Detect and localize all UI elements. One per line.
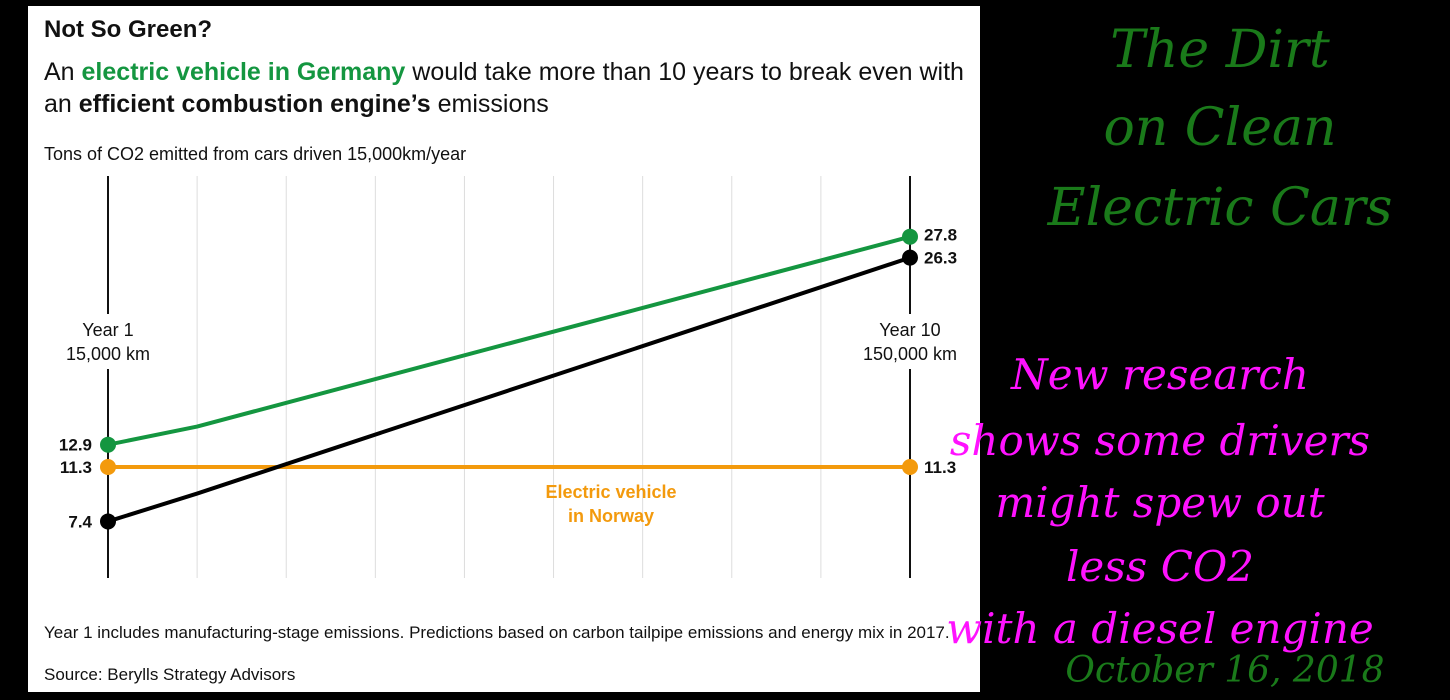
subhead-line-3: might spew out bbox=[995, 478, 1325, 527]
data-labels: 12.9 27.8 7.4 26.3 11.3 11.3 Electric vehicle i… bbox=[59, 226, 957, 532]
series-lines bbox=[100, 228, 918, 530]
label-start-ev_germany: 12.9 bbox=[59, 436, 92, 455]
point-end-ev_norway bbox=[902, 459, 918, 476]
date-line: October 16, 2018 bbox=[1065, 650, 1385, 691]
label-start-combustion: 7.4 bbox=[68, 512, 92, 531]
source-note: Source: Berylls Strategy Advisors bbox=[44, 665, 296, 684]
axis-label-start-line-1: Year 1 bbox=[82, 320, 133, 340]
headline-line-1: The Dirt bbox=[1110, 20, 1330, 80]
chart-panel: Not So Green? An electric vehicle in Ger… bbox=[28, 6, 980, 692]
axis-label-end-line-2: 150,000 km bbox=[863, 344, 957, 364]
subhead-line-4: less CO2 bbox=[1065, 542, 1255, 591]
subtitle-text-2: would take more than 10 years to break e… bbox=[44, 58, 964, 118]
axis-label-end-line-1: Year 10 bbox=[879, 320, 940, 340]
label-end-combustion: 26.3 bbox=[924, 249, 957, 268]
footnote: Year 1 includes manufacturing-stage emis… bbox=[44, 623, 950, 642]
headline-line-3: Electric Cars bbox=[1047, 178, 1393, 238]
series-name-norway-line-2: in Norway bbox=[568, 506, 654, 526]
subhead-line-1: New research bbox=[1011, 350, 1309, 399]
subhead-line-5: with a diesel engine bbox=[946, 604, 1374, 653]
label-end-ev_norway: 11.3 bbox=[924, 458, 956, 477]
series-line-combustion bbox=[107, 255, 911, 524]
year-axes: Year 1 15,000 km Year 10 150,000 km bbox=[66, 176, 957, 578]
chart-subtitle: An electric vehicle in Germany would tak… bbox=[44, 56, 964, 120]
series-name-norway-line-1: Electric vehicle bbox=[545, 482, 676, 502]
unit-label: Tons of CO2 emitted from cars driven 15,… bbox=[44, 144, 467, 164]
line-chart: Year 1 15,000 km Year 10 150,000 km 12.9 27.… bbox=[59, 176, 957, 578]
point-start-ev_norway bbox=[100, 459, 116, 476]
point-end-combustion bbox=[902, 249, 918, 266]
label-end-ev_germany: 27.8 bbox=[924, 226, 957, 245]
subtitle-highlight-combustion: efficient combustion engine’s bbox=[78, 90, 431, 118]
subhead-line-2: shows some drivers bbox=[949, 416, 1371, 465]
subtitle-text-3: emissions bbox=[430, 90, 549, 118]
subtitle-highlight-ev-germany: electric vehicle in Germany bbox=[81, 58, 406, 86]
axis-label-start-line-2: 15,000 km bbox=[66, 344, 150, 364]
series-line-ev_germany bbox=[107, 234, 911, 447]
headline-line-2: on Clean bbox=[1103, 98, 1337, 158]
subtitle-text-1: An bbox=[44, 58, 82, 86]
point-start-combustion bbox=[100, 513, 116, 530]
gridlines bbox=[196, 176, 822, 578]
label-start-ev_norway: 11.3 bbox=[60, 458, 92, 477]
chart-title: Not So Green? bbox=[44, 16, 213, 43]
point-start-ev_germany bbox=[100, 436, 116, 453]
point-end-ev_germany bbox=[902, 228, 918, 245]
